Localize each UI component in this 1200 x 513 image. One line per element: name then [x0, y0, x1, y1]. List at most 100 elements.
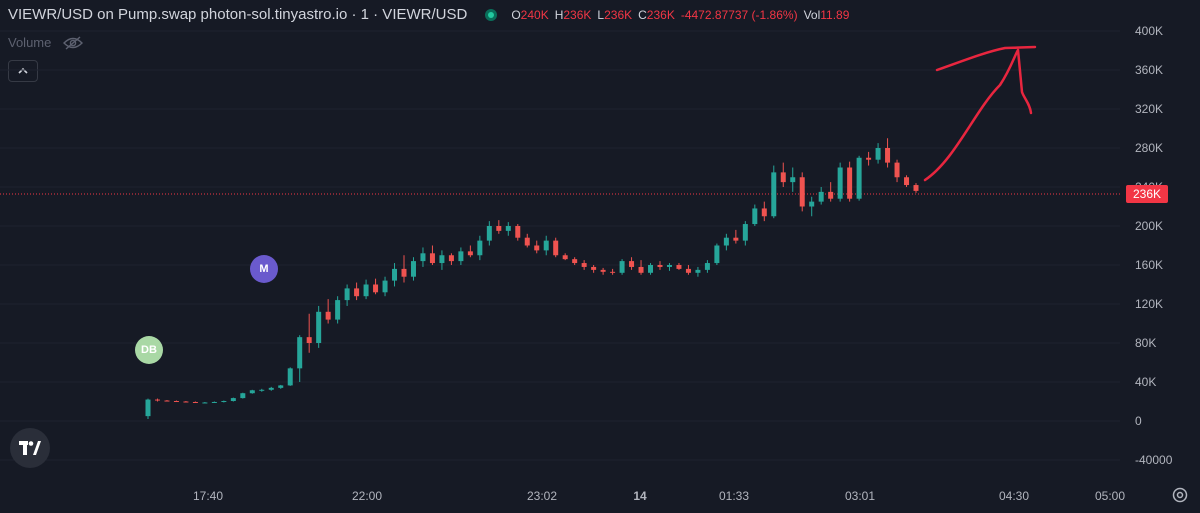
candle-body: [467, 251, 473, 256]
candle-body: [600, 269, 606, 272]
x-tick-label: 14: [633, 489, 647, 503]
x-tick-label: 23:02: [527, 489, 557, 503]
candle-body: [894, 162, 900, 178]
tradingview-logo-icon[interactable]: [10, 428, 50, 468]
x-tick-label: 22:00: [352, 489, 382, 503]
low-label: L: [597, 7, 605, 22]
candle-body: [752, 208, 758, 225]
candle-body: [202, 402, 208, 404]
candle-body: [543, 240, 549, 251]
settings-icon[interactable]: [1170, 485, 1190, 505]
change-value: -4472.87737 (-1.86%): [680, 7, 798, 22]
candle-body: [420, 253, 426, 262]
candle-body: [173, 401, 179, 403]
candle-body: [885, 148, 891, 163]
candle-body: [553, 240, 559, 256]
y-tick-label: -40000: [1135, 453, 1173, 467]
y-tick-label: 40K: [1135, 375, 1156, 389]
x-axis: 17:40 22:00 23:02 14 01:33 03:01 04:30 05:00: [193, 489, 1125, 503]
chart-grid: [0, 30, 1120, 461]
candle-body: [496, 226, 502, 231]
candle-body: [477, 240, 483, 256]
x-tick-label: 17:40: [193, 489, 223, 503]
collapse-legend-button[interactable]: [8, 60, 38, 82]
open-label: O: [511, 7, 521, 22]
candle-body: [828, 191, 834, 199]
candle-body: [458, 251, 464, 262]
candle-body: [610, 271, 616, 273]
candle-body: [278, 385, 284, 388]
candle-body: [392, 268, 398, 281]
candle-body: [648, 265, 654, 273]
candle-body: [373, 284, 379, 293]
volume-indicator-row[interactable]: Volume: [8, 35, 84, 50]
candle-body: [742, 224, 748, 241]
low-value: 236K: [604, 7, 633, 22]
candle-body: [230, 398, 236, 402]
candle-body: [581, 263, 587, 267]
y-tick-label: 200K: [1135, 219, 1163, 233]
candle-body: [856, 157, 862, 199]
candle-body: [192, 401, 198, 403]
candle-body: [619, 261, 625, 273]
candle-body: [714, 245, 720, 264]
y-tick-label: 0: [1135, 414, 1142, 428]
candle-body: [354, 288, 360, 297]
candle-body: [847, 167, 853, 199]
x-tick-label: 04:30: [999, 489, 1029, 503]
candle-body: [335, 300, 341, 320]
marker-badge-m[interactable]: M: [250, 255, 278, 283]
candle-body: [534, 245, 540, 251]
y-tick-label: 280K: [1135, 141, 1163, 155]
candle-body: [761, 208, 767, 217]
candle-body: [287, 368, 293, 386]
candle-body: [211, 401, 217, 403]
candle-body: [429, 253, 435, 264]
candle-body: [866, 157, 872, 160]
y-tick-label: 120K: [1135, 297, 1163, 311]
candle-body: [676, 265, 682, 269]
candle-body: [249, 390, 255, 394]
candle-body: [904, 177, 910, 186]
candle-body: [439, 255, 445, 264]
candle-body: [818, 191, 824, 202]
candle-body: [524, 237, 530, 246]
eye-off-icon[interactable]: [63, 35, 84, 50]
vol-value: 11.89: [820, 7, 850, 22]
close-value: 236K: [646, 7, 675, 22]
candle-body: [591, 266, 597, 270]
candle-body: [316, 311, 322, 343]
high-label: H: [554, 7, 564, 22]
candle-body: [382, 280, 388, 293]
candle-body: [221, 401, 227, 403]
candles-layer: [145, 138, 919, 420]
symbol-title[interactable]: VIEWR/USD on Pump.swap photon-sol.tinyas…: [8, 6, 468, 23]
candle-body: [809, 201, 815, 207]
candle-body: [183, 401, 189, 403]
candle-body: [363, 284, 369, 297]
candle-body: [268, 387, 274, 390]
candle-body: [790, 177, 796, 183]
open-value: 240K: [520, 7, 549, 22]
market-status-icon: [485, 8, 498, 21]
y-tick-label: 400K: [1135, 24, 1163, 38]
candle-body: [771, 172, 777, 217]
y-tick-label: 160K: [1135, 258, 1163, 272]
candle-body: [145, 399, 151, 417]
y-tick-label: 80K: [1135, 336, 1156, 350]
candle-body: [344, 288, 350, 301]
x-tick-label: 05:00: [1095, 489, 1125, 503]
candle-body: [154, 399, 160, 401]
ohlc-values: O 240K H 236K L 236K C 236K -4472.87737 …: [511, 8, 855, 22]
candle-body: [666, 265, 672, 267]
marker-badge-db[interactable]: DB: [135, 336, 163, 364]
x-tick-label: 01:33: [719, 489, 749, 503]
candle-body: [240, 393, 246, 399]
candle-body: [657, 265, 663, 267]
candle-body: [505, 226, 511, 231]
candle-body: [325, 311, 331, 320]
candle-body: [486, 226, 492, 241]
candle-body: [723, 237, 729, 246]
candle-body: [629, 261, 635, 267]
